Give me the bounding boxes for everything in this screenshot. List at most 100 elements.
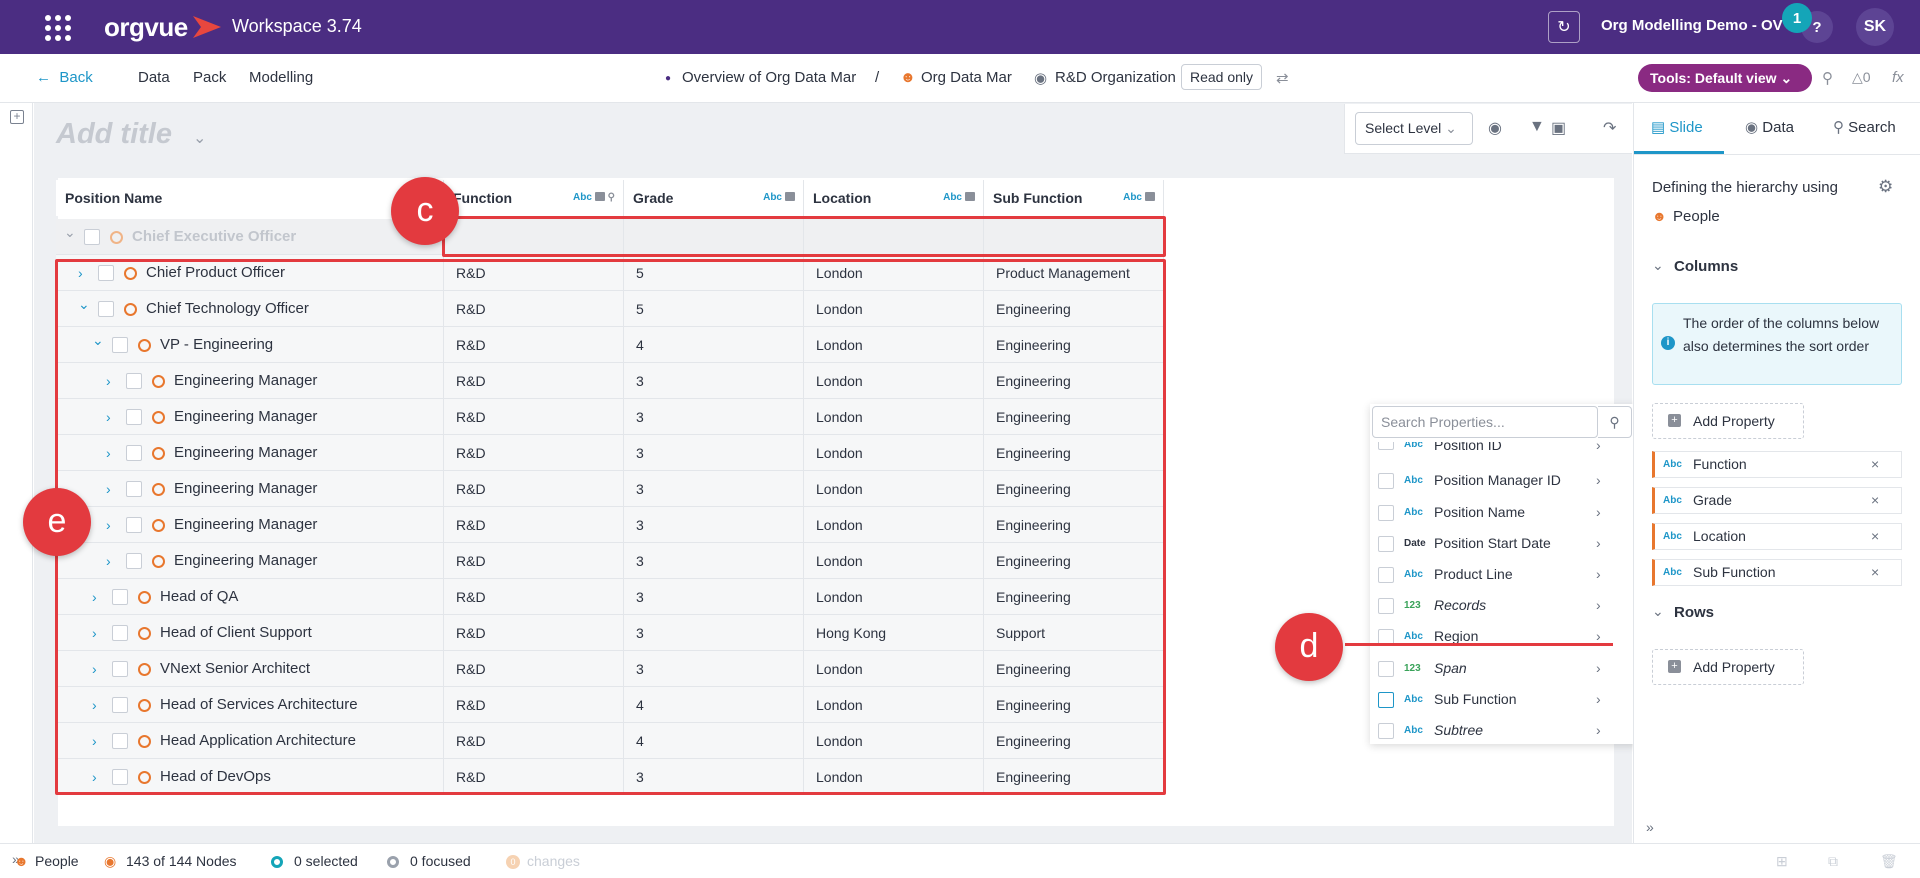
function-cell[interactable]: R&D [444,507,624,543]
function-cell[interactable]: R&D [444,543,624,579]
property-option[interactable]: Abc Product Line › [1370,559,1610,590]
chevron-down-icon[interactable]: ⌄ [78,296,90,312]
chevron-right-icon[interactable]: › [1596,691,1601,707]
breadcrumb-overview[interactable]: Overview of Org Data Mar [682,69,857,86]
position-name[interactable]: VP - Engineering [160,336,274,353]
palette-icon[interactable]: ◉ [1488,120,1502,137]
grade-cell[interactable]: 3 [624,579,804,615]
property-checkbox[interactable] [1378,505,1394,521]
grade-cell[interactable]: 5 [624,291,804,327]
remove-icon[interactable]: × [1871,564,1880,580]
nav-pack[interactable]: Pack [193,69,227,86]
property-checkbox[interactable] [1378,723,1394,739]
tab-slide[interactable]: ▤ Slide [1651,119,1703,136]
chevron-right-icon[interactable]: › [106,445,111,461]
column-header-grade[interactable]: Grade Abc [624,180,804,216]
app-launcher-icon[interactable] [45,15,71,41]
column-property-item[interactable]: Abc Function × [1652,451,1902,478]
filter-icon[interactable]: ▼ [1529,118,1545,135]
table-row[interactable]: › Engineering Manager R&D 3 London Engineerin… [56,435,1164,471]
column-property-item[interactable]: Abc Grade × [1652,487,1902,514]
row-checkbox[interactable] [112,625,128,641]
table-row[interactable]: › Engineering Manager R&D 3 London Engineerin… [56,399,1164,435]
row-checkbox[interactable] [112,337,128,353]
row-checkbox[interactable] [126,409,142,425]
notification-badge[interactable]: 1 [1782,3,1812,33]
position-name[interactable]: Chief Executive Officer [132,228,297,245]
row-checkbox[interactable] [112,769,128,785]
delete-icon[interactable]: 🗑 [1880,853,1898,869]
location-cell[interactable]: London [804,723,984,759]
chevron-right-icon[interactable]: › [92,697,97,713]
property-checkbox[interactable] [1378,536,1394,552]
chevron-down-icon[interactable]: ⌄ [1652,257,1664,273]
row-checkbox[interactable] [112,589,128,605]
function-cell[interactable]: R&D [444,579,624,615]
chevron-right-icon[interactable]: › [92,769,97,785]
rows-section-label[interactable]: Rows [1674,604,1715,621]
position-name[interactable]: Engineering Manager [174,480,318,497]
table-row[interactable]: › Head of Client Support R&D 3 Hong Kong Supp… [56,615,1164,651]
back-button[interactable]: ← Back [36,69,93,86]
add-column-property-button[interactable]: + Add Property [1652,403,1804,439]
table-row[interactable]: › Engineering Manager R&D 3 London Engineerin… [56,543,1164,579]
row-checkbox[interactable] [126,517,142,533]
location-cell[interactable]: London [804,471,984,507]
chevron-right-icon[interactable]: › [92,589,97,605]
columns-section-label[interactable]: Columns [1674,258,1739,275]
location-cell[interactable]: London [804,543,984,579]
expand-panel-icon[interactable]: » [1646,819,1654,835]
table-row[interactable]: ⌄ VP - Engineering R&D 4 London Engineering [56,327,1164,363]
grade-cell[interactable]: 4 [624,723,804,759]
location-cell[interactable]: London [804,327,984,363]
tab-data[interactable]: ◉ Data [1745,119,1794,136]
property-option[interactable]: 123 Records › [1370,590,1610,621]
slide-title[interactable]: Add title [56,118,172,150]
column-property-item[interactable]: Abc Location × [1652,523,1902,550]
column-header-function[interactable]: Function Abc ⚲ [444,180,624,216]
search-properties-input[interactable]: Search Properties... [1372,406,1598,438]
chevron-right-icon[interactable]: › [92,733,97,749]
property-option[interactable]: Abc Position Name › [1370,497,1610,528]
chevron-down-icon[interactable]: ⌄ [92,332,104,348]
column-header-position-name[interactable]: Position NameAbc [56,180,444,216]
table-row[interactable]: › Engineering Manager R&D 3 London Engineerin… [56,363,1164,399]
comment-icon[interactable]: ▣ [1551,120,1567,137]
position-name[interactable]: Head of QA [160,588,239,605]
chevron-right-icon[interactable]: › [78,265,83,281]
row-checkbox[interactable] [126,481,142,497]
chevron-down-icon[interactable]: ⌄ [193,130,207,147]
row-checkbox[interactable] [84,229,100,245]
row-checkbox[interactable] [112,733,128,749]
function-cell[interactable]: R&D [444,651,624,687]
location-cell[interactable]: London [804,291,984,327]
tools-dropdown[interactable]: Tools: Default view ⌄ [1638,64,1812,92]
property-option[interactable]: 123 Span › [1370,653,1610,684]
function-cell[interactable]: R&D [444,759,624,795]
grade-cell[interactable]: 3 [624,471,804,507]
function-cell[interactable]: R&D [444,399,624,435]
grade-cell[interactable]: 3 [624,507,804,543]
location-cell[interactable]: London [804,255,984,291]
chevron-right-icon[interactable]: › [1596,535,1601,551]
nav-data[interactable]: Data [138,69,170,86]
search-icon[interactable]: ⚲ [1598,406,1632,438]
chevron-right-icon[interactable]: › [106,409,111,425]
table-row[interactable]: › Engineering Manager R&D 3 London Engineerin… [56,507,1164,543]
chevron-right-icon[interactable]: › [1596,722,1601,738]
collapse-icon[interactable]: » [12,851,20,867]
pin-icon[interactable]: ⚲ [1822,70,1833,87]
hierarchy-value[interactable]: People [1673,208,1720,225]
row-checkbox[interactable] [98,265,114,281]
chevron-right-icon[interactable]: › [106,517,111,533]
location-cell[interactable]: London [804,687,984,723]
remove-icon[interactable]: × [1871,528,1880,544]
grade-cell[interactable]: 5 [624,255,804,291]
grade-cell[interactable]: 3 [624,651,804,687]
grade-cell[interactable]: 3 [624,759,804,795]
status-dataset[interactable]: People [35,853,79,869]
row-checkbox[interactable] [126,373,142,389]
grade-cell[interactable]: 3 [624,615,804,651]
property-option[interactable]: Abc Subtree › [1370,715,1610,746]
breadcrumb-dataset[interactable]: Org Data Mar [921,69,1012,86]
